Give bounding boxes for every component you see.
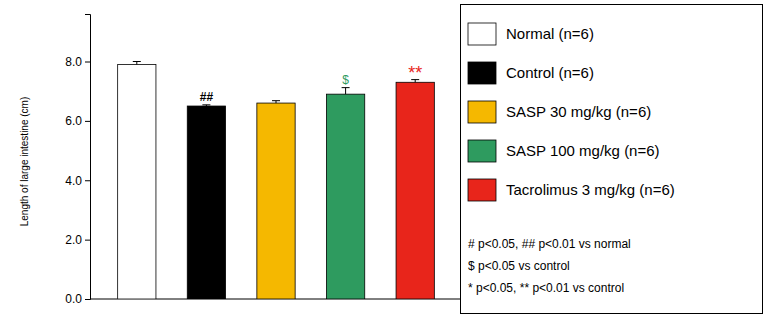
bar [326, 94, 364, 299]
error-bar-stem [345, 88, 346, 95]
legend-label: Control (n=6) [506, 64, 594, 81]
y-tick-label: 4.0 [65, 174, 82, 188]
y-tick: 6.0 [65, 114, 90, 128]
chart: 0.0 2.0 4.0 6.0 8.0 Length of large intestine… [0, 0, 771, 318]
legend-label: SASP 30 mg/kg (n=6) [506, 103, 651, 120]
y-tick-label: 8.0 [65, 55, 82, 69]
footnote: # p<0.05, ## p<0.01 vs normal [468, 237, 631, 251]
legend-swatch [468, 179, 496, 201]
y-tick-mark [85, 62, 90, 63]
legend-swatch [468, 101, 496, 123]
bar [118, 64, 156, 299]
legend-swatch [468, 23, 496, 45]
legend-label: SASP 100 mg/kg (n=6) [506, 142, 660, 159]
bar [396, 82, 434, 299]
y-tick: 2.0 [65, 233, 90, 247]
y-tick-mark [85, 240, 90, 241]
legend-label: Normal (n=6) [506, 25, 594, 42]
error-bar [272, 101, 280, 103]
legend-frame [461, 5, 763, 314]
y-tick-mark [85, 299, 90, 300]
y-tick-label: 0.0 [65, 292, 82, 306]
y-tick: 4.0 [65, 174, 90, 188]
bar [257, 103, 295, 299]
y-tick-mark [85, 180, 90, 181]
y-tick: 0.0 [65, 292, 90, 306]
legend-swatch [468, 62, 496, 84]
bars [118, 62, 435, 300]
error-bar-cap [342, 87, 350, 88]
error-bar [202, 105, 210, 106]
legend-label: Tacrolimus 3 mg/kg (n=6) [506, 181, 675, 198]
error-bar [133, 62, 141, 65]
footnote: * p<0.05, ** p<0.01 vs control [468, 281, 624, 295]
footnote: $ p<0.05 vs control [468, 259, 570, 273]
error-bar-cap [133, 61, 141, 62]
significance-label: $ [342, 73, 349, 87]
error-bar [342, 88, 350, 95]
y-axis-title: Length of large intestine (cm) [19, 97, 30, 227]
bar [187, 106, 225, 299]
y-tick: 8.0 [65, 55, 90, 69]
y-tick-mark [85, 121, 90, 122]
y-tick-label: 6.0 [65, 114, 82, 128]
significance-label: ## [200, 90, 214, 104]
y-axis-line [85, 15, 91, 300]
y-tick-label: 2.0 [65, 233, 82, 247]
legend: Normal (n=6) Control (n=6) SASP 30 mg/kg (… [461, 5, 763, 314]
error-bar-cap [272, 100, 280, 101]
error-bar-cap [202, 104, 210, 105]
significance-label: ** [408, 63, 422, 83]
y-axis: 0.0 2.0 4.0 6.0 8.0 [65, 15, 90, 307]
legend-swatch [468, 140, 496, 162]
